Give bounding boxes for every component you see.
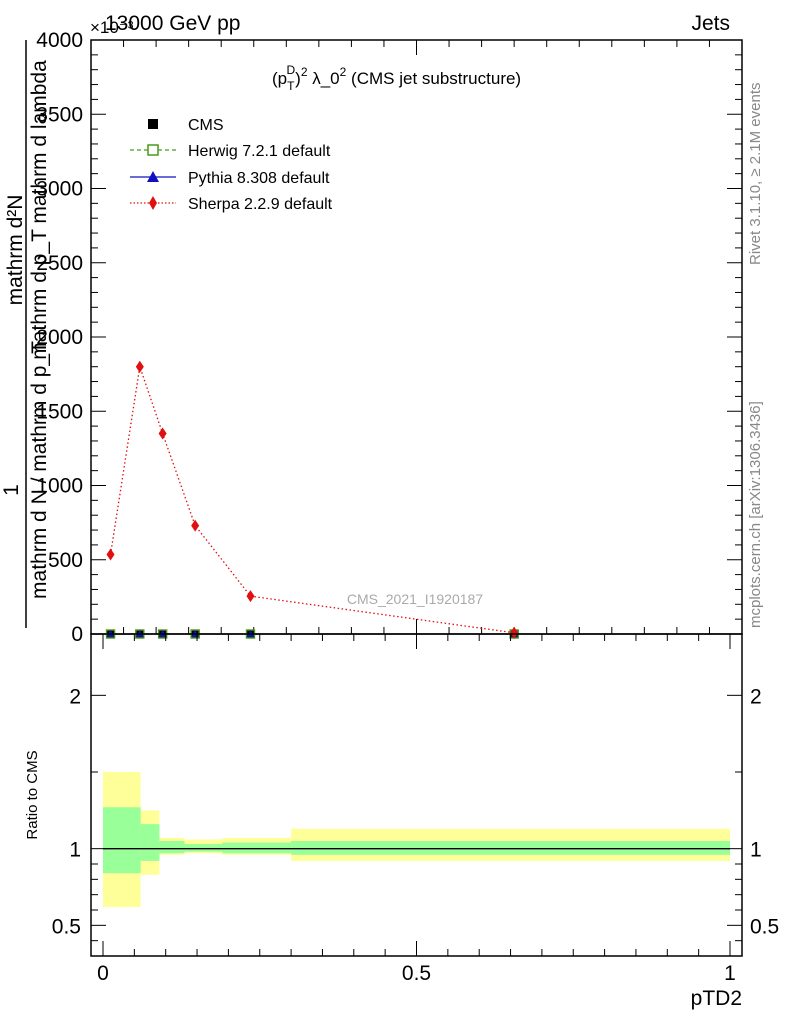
- y-tick-label: 1500: [36, 400, 83, 423]
- title-post: (CMS jet substructure): [346, 69, 521, 88]
- sherpa-data-point: [135, 360, 144, 373]
- legend-label-sherpa: Sherpa 2.2.9 default: [188, 196, 333, 213]
- y-tick-label: 1000: [36, 475, 83, 498]
- y-tick-label: 0: [71, 623, 83, 646]
- legend-label-pythia: Pythia 8.308 default: [188, 170, 330, 187]
- legend-label-cms: CMS: [188, 117, 224, 134]
- y-tick-label: 4000: [36, 29, 83, 52]
- legend-marker-herwig: [147, 144, 159, 156]
- ratio-inner-band: [222, 842, 292, 854]
- ratio-y-tick-label-right: 1: [750, 839, 762, 862]
- title-sup3: 2: [340, 65, 347, 79]
- y-tick-label: 500: [48, 549, 83, 572]
- sherpa-data-point: [191, 519, 200, 532]
- ratio-plot: 0.5 0.5 1 1 2 2 0 0.5 1: [52, 633, 779, 985]
- y-tick-label: 3500: [36, 103, 83, 126]
- title-sub: T: [287, 79, 295, 93]
- title-mid: ): [295, 69, 301, 88]
- x-axis-label: pTD2: [691, 987, 742, 1010]
- title-pre: (p: [272, 69, 287, 88]
- title-sup: D: [286, 63, 295, 77]
- x-tick-label: 1: [724, 962, 736, 985]
- watermark: CMS_2021_I1920187: [347, 591, 483, 607]
- header-energy-label: 13000 GeV pp: [105, 12, 240, 35]
- rivet-label: Rivet 3.1.10, ≥ 2.1M events: [747, 83, 764, 266]
- ratio-y-tick-label: 1: [69, 839, 81, 862]
- ratio-inner-band: [291, 841, 730, 855]
- legend: CMS Herwig 7.2.1 default Pythia 8.308 de…: [130, 117, 333, 213]
- title-sup2: 2: [301, 65, 308, 79]
- sherpa-data-point: [246, 590, 255, 603]
- ratio-inner-band: [184, 844, 223, 852]
- legend-marker-cms: [148, 119, 158, 129]
- ratio-y-tick-label-right: 0.5: [750, 915, 779, 938]
- y-axis-label-bottom: mathrm d N / mathrm d p_T: [28, 341, 51, 599]
- legend-marker-pythia: [147, 171, 159, 182]
- ratio-inner-band: [103, 807, 141, 874]
- sherpa-data-point: [510, 626, 519, 639]
- y-tick-label: 2500: [36, 252, 83, 275]
- legend-marker-sherpa: [149, 196, 157, 210]
- ratio-y-tick-label-right: 2: [750, 685, 762, 708]
- main-plot: 0 500 1000 1500 2000 2500 3000 3500 4000: [36, 29, 743, 646]
- ratio-y-axis-label: Ratio to CMS: [24, 750, 41, 839]
- x-tick-label: 0.5: [402, 962, 431, 985]
- title-lam: λ_0: [308, 69, 340, 88]
- x-tick-label: 0: [97, 962, 109, 985]
- ratio-y-tick-label: 2: [69, 685, 81, 708]
- y-multiplier-label: ×10⁻³: [90, 18, 134, 37]
- mcplots-label: mcplots.cern.ch [arXiv:1306.3436]: [747, 401, 764, 628]
- legend-label-herwig: Herwig 7.2.1 default: [188, 143, 331, 160]
- ratio-inner-band: [140, 824, 160, 861]
- y-axis-label-top: mathrm d²N: [4, 195, 27, 306]
- header-jets-label: Jets: [691, 12, 730, 35]
- ratio-plot-frame: [90, 633, 743, 957]
- y-axis-label-one: 1: [0, 484, 23, 496]
- y-tick-label: 3000: [36, 178, 83, 201]
- ratio-y-tick-label: 0.5: [52, 915, 81, 938]
- y-axis-label-mid: mathrm d p_T mathrm d lambda: [28, 60, 51, 360]
- plot-title: (pTD)2 λ_02 (CMS jet substructure): [272, 63, 521, 93]
- sherpa-data-point: [158, 427, 167, 440]
- sherpa-data-point: [106, 548, 115, 561]
- y-tick-label: 2000: [36, 326, 83, 349]
- sherpa-series-line: [109, 366, 515, 634]
- ratio-inner-band: [159, 841, 185, 854]
